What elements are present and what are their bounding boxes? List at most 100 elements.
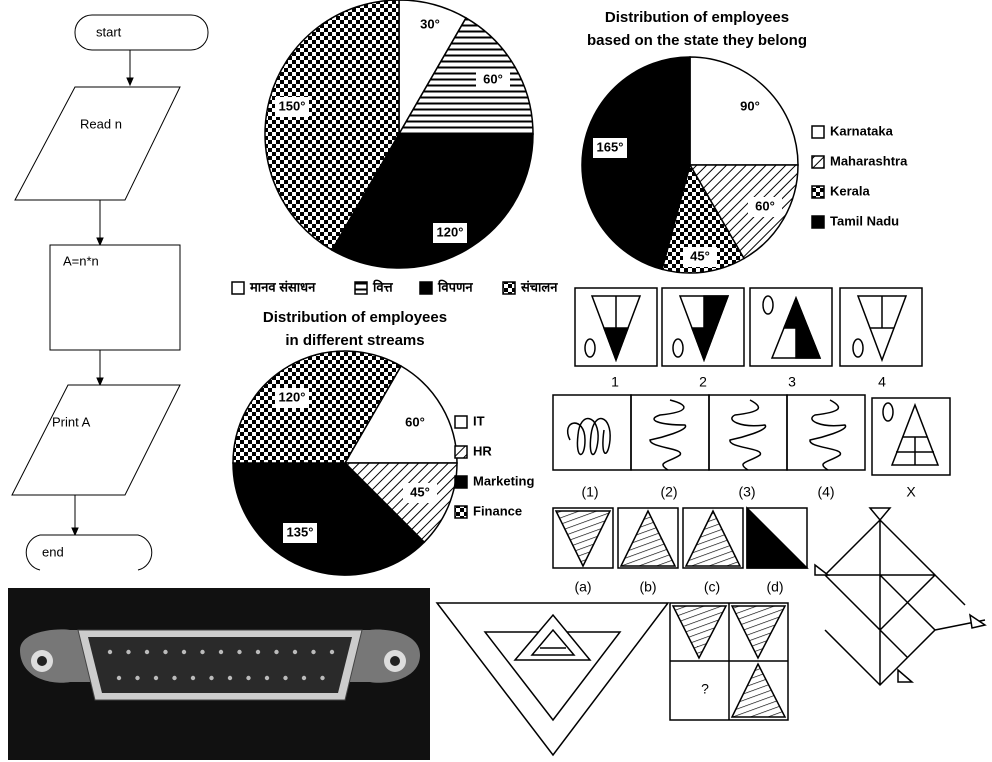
label-box	[275, 388, 309, 408]
legend-swatch	[454, 415, 468, 429]
option-label: X	[906, 484, 916, 500]
label-box	[733, 97, 767, 117]
arrow-head	[96, 377, 104, 387]
pin	[218, 649, 224, 655]
legend-swatch	[811, 185, 825, 199]
pie-slice	[264, 0, 400, 252]
legend-label: Marketing	[473, 473, 534, 488]
label-box	[403, 483, 437, 503]
legend-label: संचालन	[520, 279, 558, 294]
arrow-head	[96, 237, 104, 247]
legend-swatch	[811, 125, 825, 139]
legend-label: Tamil Nadu	[830, 213, 899, 228]
option-label: (3)	[738, 484, 755, 500]
chart-title: Distribution of employees	[605, 9, 789, 26]
puzzle-row-1	[574, 287, 923, 367]
value-label: 60°	[483, 71, 503, 86]
arrow-head	[126, 77, 134, 87]
print-node	[11, 384, 181, 496]
pin	[274, 649, 279, 655]
pin	[320, 675, 325, 681]
label-box	[413, 15, 447, 35]
pin	[264, 675, 270, 681]
node-label: Read n	[80, 116, 122, 131]
legend-swatch	[811, 215, 825, 229]
chart-title: Distribution of employees	[263, 309, 447, 326]
option-label: (d)	[766, 579, 783, 595]
arrow-head	[71, 527, 79, 537]
option-label: 1	[611, 374, 619, 390]
option-label: (1)	[581, 484, 598, 500]
pin	[190, 675, 196, 681]
node-label: start	[96, 24, 122, 39]
label-box	[593, 138, 627, 158]
legend-swatch	[419, 281, 433, 295]
legend-swatch	[454, 445, 468, 459]
label-box	[275, 97, 309, 117]
pin	[163, 649, 168, 655]
pin	[153, 675, 159, 681]
pie-slice	[232, 462, 426, 576]
label-box	[283, 523, 317, 543]
option-label: (2)	[660, 484, 677, 500]
pin	[172, 675, 177, 681]
end-node	[25, 534, 153, 571]
legend-label: विपणन	[437, 279, 473, 294]
pin	[144, 649, 150, 655]
label-box	[433, 223, 467, 243]
value-label: 90°	[740, 98, 760, 113]
connector-pins	[107, 649, 335, 681]
pin	[200, 649, 205, 655]
legend-label: Kerala	[830, 183, 871, 198]
pie-slice	[661, 163, 746, 274]
value-label: 45°	[690, 248, 710, 263]
puzzle-row-3	[435, 506, 987, 757]
legend-swatch	[454, 475, 468, 489]
pin	[135, 675, 140, 681]
option-label: 2	[699, 374, 707, 390]
legend-label: Finance	[473, 503, 522, 518]
pie-slice	[581, 56, 691, 271]
node-label: Print A	[52, 414, 91, 429]
value-label: 150°	[279, 98, 306, 113]
legend-label: IT	[473, 413, 485, 428]
process-node	[49, 244, 181, 351]
legend-swatch	[354, 281, 368, 295]
pie-slice	[232, 350, 403, 464]
value-label: 165°	[597, 139, 624, 154]
pin	[255, 649, 261, 655]
connector-photo	[8, 588, 430, 760]
value-label: 60°	[405, 414, 425, 429]
value-label: 45°	[410, 484, 430, 499]
option-label: 4	[878, 374, 886, 390]
legend-label: Maharashtra	[830, 153, 908, 168]
legend-label: HR	[473, 443, 492, 458]
label-box	[476, 70, 510, 90]
option-label: (4)	[817, 484, 834, 500]
option-label: (b)	[639, 579, 656, 595]
label-box	[683, 247, 717, 267]
node-label: end	[42, 544, 64, 559]
pin	[237, 649, 242, 655]
legend-label: वित्त	[372, 279, 394, 294]
legend-swatch	[811, 155, 825, 169]
pie-slice	[330, 133, 534, 269]
pin	[301, 675, 307, 681]
pin	[227, 675, 233, 681]
pin	[329, 649, 335, 655]
question-mark: ?	[701, 681, 709, 697]
node-label: A=n*n	[63, 253, 99, 268]
puzzle-row-2	[552, 394, 951, 476]
pin	[246, 675, 251, 681]
pin	[107, 649, 113, 655]
pin	[292, 649, 298, 655]
option-label: 3	[788, 374, 796, 390]
pie-slice	[397, 16, 534, 135]
chart-title: in different streams	[285, 332, 424, 349]
flowchart	[11, 14, 209, 571]
legend-swatch	[502, 281, 516, 295]
value-label: 120°	[279, 389, 306, 404]
value-label: 30°	[420, 16, 440, 31]
legend-label: मानव संसाधन	[249, 279, 316, 294]
